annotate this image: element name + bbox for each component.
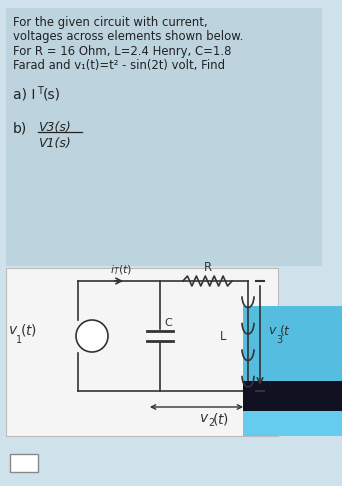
Text: $v$: $v$ xyxy=(8,323,18,337)
Text: 3: 3 xyxy=(276,335,282,345)
Text: V1(s): V1(s) xyxy=(38,137,71,150)
Text: a) I: a) I xyxy=(13,88,35,102)
Text: $(t$: $(t$ xyxy=(279,324,291,339)
FancyBboxPatch shape xyxy=(243,306,342,436)
Text: (s): (s) xyxy=(43,88,61,102)
Text: T: T xyxy=(37,86,43,96)
Text: $i_T(t)$: $i_T(t)$ xyxy=(110,263,132,277)
Text: $v$: $v$ xyxy=(268,325,278,337)
Text: For the given circuit with current,: For the given circuit with current, xyxy=(13,16,208,29)
Text: 2: 2 xyxy=(208,418,214,428)
Text: $(t)$: $(t)$ xyxy=(20,322,37,338)
FancyBboxPatch shape xyxy=(6,8,322,266)
Text: L: L xyxy=(220,330,226,343)
FancyBboxPatch shape xyxy=(6,268,278,436)
Circle shape xyxy=(76,320,108,352)
Text: C: C xyxy=(164,318,172,328)
Text: V3(s): V3(s) xyxy=(38,121,71,134)
Text: R: R xyxy=(203,261,212,274)
FancyBboxPatch shape xyxy=(243,411,342,436)
Text: $v$: $v$ xyxy=(199,411,209,425)
Text: b): b) xyxy=(13,121,27,135)
Text: Farad and v₁(t)=t² - sin(2t) volt, Find: Farad and v₁(t)=t² - sin(2t) volt, Find xyxy=(13,59,225,72)
Text: $(t)$: $(t)$ xyxy=(212,411,229,427)
Text: For R = 16 Ohm, L=2.4 Henry, C=1.8: For R = 16 Ohm, L=2.4 Henry, C=1.8 xyxy=(13,45,232,58)
Text: 1: 1 xyxy=(16,335,22,345)
Text: voltages across elements shown below.: voltages across elements shown below. xyxy=(13,31,244,44)
FancyBboxPatch shape xyxy=(243,381,342,436)
FancyBboxPatch shape xyxy=(10,454,38,472)
